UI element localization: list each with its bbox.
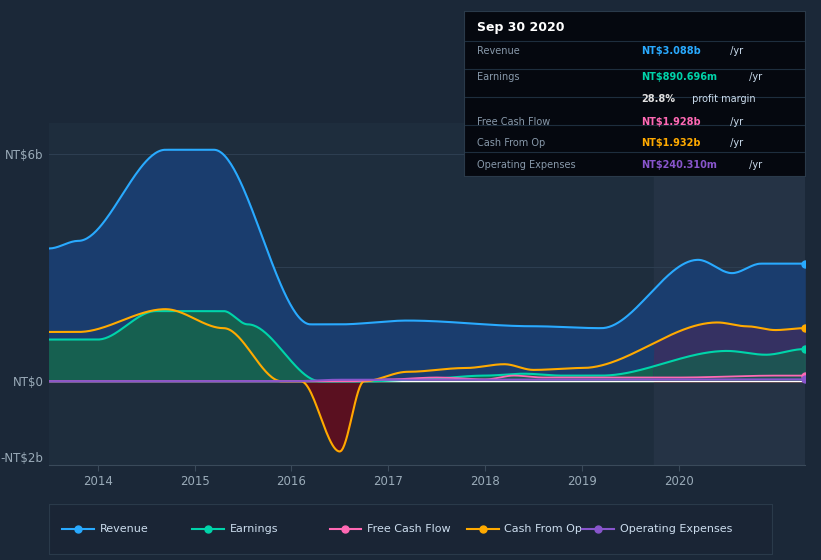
- Text: /yr: /yr: [746, 160, 762, 170]
- Text: /yr: /yr: [727, 138, 743, 148]
- Text: Operating Expenses: Operating Expenses: [620, 524, 732, 534]
- Text: Sep 30 2020: Sep 30 2020: [478, 21, 565, 34]
- Text: Operating Expenses: Operating Expenses: [478, 160, 576, 170]
- Bar: [654, 123, 805, 465]
- Text: /yr: /yr: [746, 72, 762, 82]
- Text: 28.8%: 28.8%: [641, 94, 675, 104]
- Text: /yr: /yr: [727, 117, 743, 127]
- Text: Earnings: Earnings: [230, 524, 278, 534]
- Text: /yr: /yr: [727, 46, 743, 56]
- Text: NT$1.932b: NT$1.932b: [641, 138, 700, 148]
- Text: NT$3.088b: NT$3.088b: [641, 46, 701, 56]
- Text: Cash From Op: Cash From Op: [504, 524, 582, 534]
- Text: NT$890.696m: NT$890.696m: [641, 72, 717, 82]
- Text: Free Cash Flow: Free Cash Flow: [367, 524, 451, 534]
- Text: profit margin: profit margin: [689, 94, 755, 104]
- Text: Cash From Op: Cash From Op: [478, 138, 546, 148]
- Text: NT$1.928b: NT$1.928b: [641, 117, 700, 127]
- Text: Revenue: Revenue: [100, 524, 149, 534]
- Text: Revenue: Revenue: [478, 46, 521, 56]
- Text: Earnings: Earnings: [478, 72, 520, 82]
- Text: NT$240.310m: NT$240.310m: [641, 160, 717, 170]
- Text: Free Cash Flow: Free Cash Flow: [478, 117, 551, 127]
